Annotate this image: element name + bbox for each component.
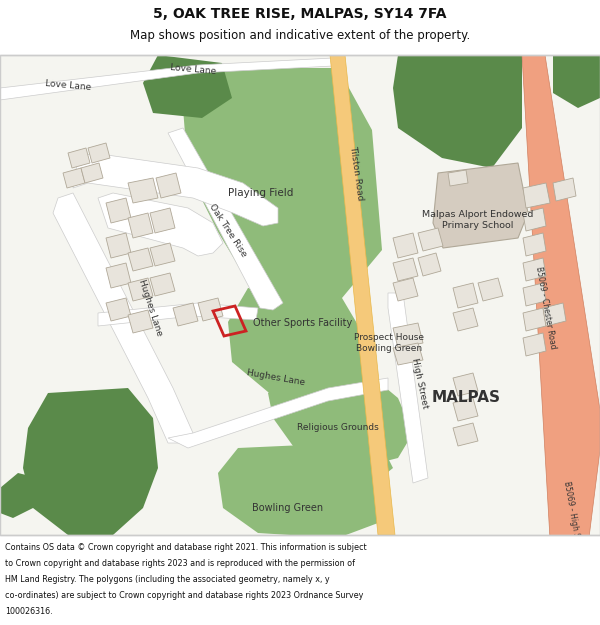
Polygon shape (453, 423, 478, 446)
Text: Tilston Road: Tilston Road (347, 145, 364, 201)
Polygon shape (0, 58, 333, 100)
Polygon shape (553, 178, 576, 201)
Polygon shape (393, 55, 522, 168)
Text: Prospect House
Bowling Green: Prospect House Bowling Green (354, 333, 424, 352)
Polygon shape (128, 310, 153, 333)
Text: to Crown copyright and database rights 2023 and is reproduced with the permissio: to Crown copyright and database rights 2… (5, 559, 355, 568)
Polygon shape (150, 243, 175, 266)
Polygon shape (523, 233, 546, 256)
Polygon shape (106, 298, 131, 321)
Text: Hughes Lane: Hughes Lane (246, 369, 306, 388)
Polygon shape (150, 273, 175, 296)
Polygon shape (106, 263, 131, 288)
Text: Oak Tree Rise: Oak Tree Rise (208, 202, 248, 258)
Polygon shape (23, 388, 158, 535)
Polygon shape (553, 55, 600, 108)
Bar (0, 55, 600, 535)
Polygon shape (98, 193, 223, 256)
Polygon shape (128, 278, 153, 301)
Polygon shape (453, 283, 478, 308)
Polygon shape (523, 283, 546, 306)
Polygon shape (128, 248, 153, 271)
Text: Malpas Alport Endowed
Primary School: Malpas Alport Endowed Primary School (422, 210, 533, 230)
Text: Religious Grounds: Religious Grounds (297, 424, 379, 432)
Polygon shape (523, 308, 546, 331)
Text: Other Sports Facility: Other Sports Facility (253, 318, 353, 328)
Polygon shape (433, 163, 528, 248)
Text: MALPAS: MALPAS (431, 391, 500, 406)
Polygon shape (150, 208, 175, 233)
Text: HM Land Registry. The polygons (including the associated geometry, namely x, y: HM Land Registry. The polygons (includin… (5, 575, 329, 584)
Polygon shape (0, 473, 38, 518)
Polygon shape (81, 163, 103, 183)
Polygon shape (106, 198, 131, 223)
Polygon shape (453, 373, 478, 396)
Polygon shape (393, 343, 423, 365)
Polygon shape (128, 213, 153, 238)
Polygon shape (73, 153, 278, 226)
Polygon shape (63, 168, 85, 188)
Text: High Street: High Street (410, 357, 430, 409)
Text: Map shows position and indicative extent of the property.: Map shows position and indicative extent… (130, 29, 470, 41)
Polygon shape (478, 278, 503, 301)
Text: B5069 - High Street: B5069 - High Street (562, 480, 584, 556)
Polygon shape (88, 143, 110, 163)
Text: 100026316.: 100026316. (5, 607, 53, 616)
Text: Love Lane: Love Lane (44, 79, 91, 92)
Text: Love Lane: Love Lane (170, 64, 217, 76)
Polygon shape (543, 303, 566, 326)
Polygon shape (68, 148, 90, 168)
Text: Bowling Green: Bowling Green (253, 503, 323, 513)
Polygon shape (393, 233, 418, 258)
Polygon shape (128, 178, 158, 203)
Polygon shape (53, 193, 193, 443)
Polygon shape (522, 55, 600, 625)
Text: Hughes Lane: Hughes Lane (137, 279, 163, 338)
Polygon shape (418, 228, 443, 251)
Polygon shape (183, 68, 382, 308)
Polygon shape (218, 443, 378, 538)
Polygon shape (523, 333, 546, 356)
Text: B5069 - Chester Road: B5069 - Chester Road (535, 266, 557, 350)
Polygon shape (388, 293, 428, 483)
Polygon shape (228, 288, 372, 398)
Polygon shape (173, 303, 198, 326)
Bar (0, 535, 600, 625)
Polygon shape (268, 368, 413, 468)
Polygon shape (168, 128, 283, 310)
Polygon shape (523, 183, 550, 208)
Polygon shape (143, 55, 232, 118)
Polygon shape (198, 298, 223, 321)
Text: 5, OAK TREE RISE, MALPAS, SY14 7FA: 5, OAK TREE RISE, MALPAS, SY14 7FA (153, 7, 447, 21)
Polygon shape (453, 398, 478, 421)
Polygon shape (418, 253, 441, 276)
Text: co-ordinates) are subject to Crown copyright and database rights 2023 Ordnance S: co-ordinates) are subject to Crown copyr… (5, 591, 364, 600)
Bar (0, 0, 600, 55)
Polygon shape (523, 258, 546, 281)
Polygon shape (393, 278, 418, 301)
Polygon shape (330, 55, 395, 535)
Polygon shape (393, 258, 418, 281)
Polygon shape (106, 233, 131, 258)
Polygon shape (156, 173, 181, 198)
Polygon shape (288, 428, 393, 488)
Text: Playing Field: Playing Field (229, 188, 293, 198)
Polygon shape (523, 208, 546, 231)
Polygon shape (98, 303, 258, 326)
Bar (0, 55, 600, 535)
Polygon shape (448, 170, 468, 186)
Polygon shape (168, 378, 388, 448)
Polygon shape (453, 308, 478, 331)
Text: Contains OS data © Crown copyright and database right 2021. This information is : Contains OS data © Crown copyright and d… (5, 543, 367, 552)
Polygon shape (393, 323, 423, 348)
